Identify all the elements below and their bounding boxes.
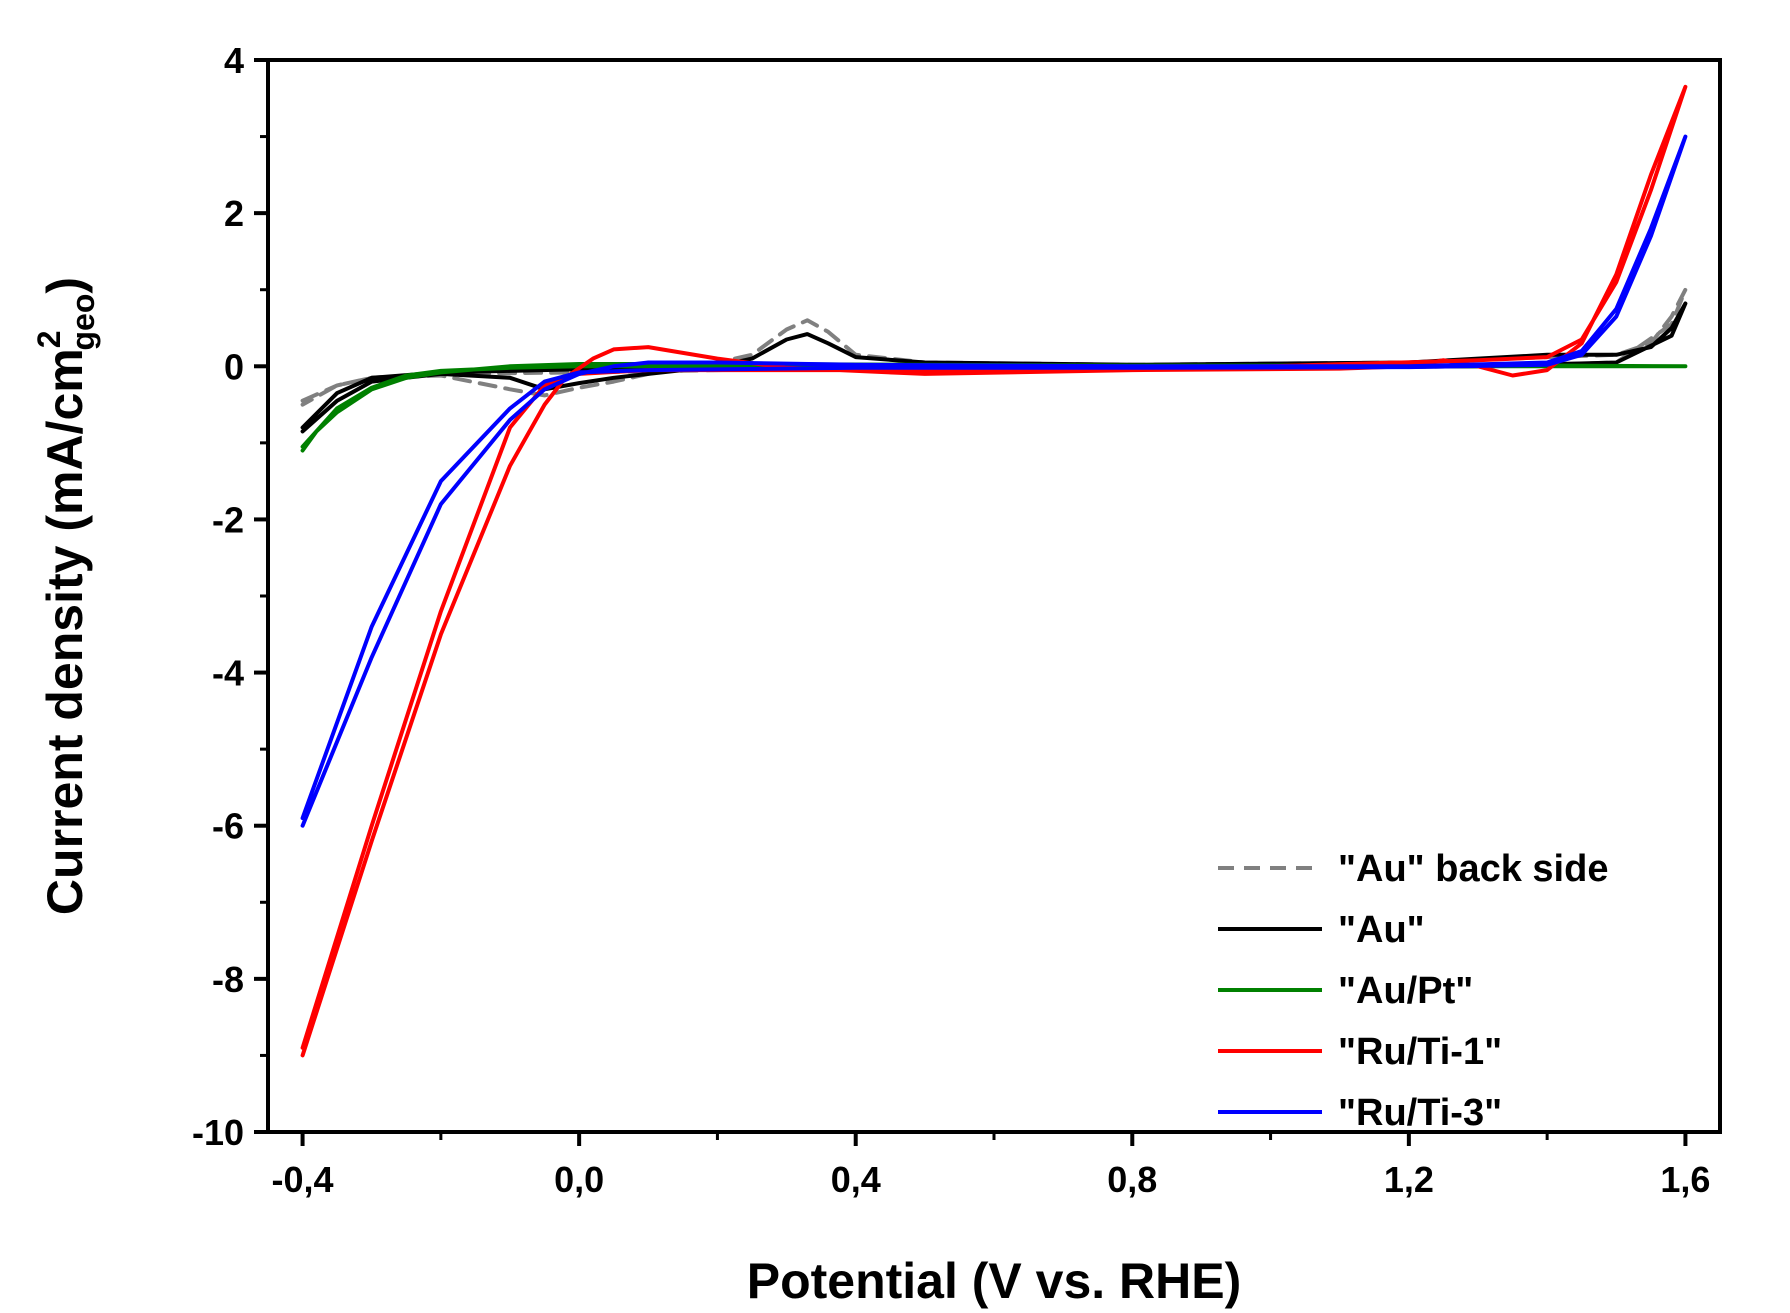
y-axis-title-main: Current density (mA/cm	[37, 348, 93, 915]
y-axis-title-close: )	[37, 277, 93, 294]
legend-label-2: "Au/Pt"	[1338, 970, 1473, 1012]
y-tick-label: -4	[212, 653, 244, 694]
y-axis-title-sub: geo	[65, 294, 101, 351]
x-axis: -0,4 0,0 0,4 0,8 1,2 1,6	[272, 1132, 1710, 1200]
x-tick-label: -0,4	[272, 1159, 334, 1200]
plot-area	[300, 84, 1688, 1058]
x-axis-title: Potential (V vs. RHE)	[747, 1253, 1242, 1309]
series-line-0	[300, 287, 1688, 407]
legend-label-4: "Ru/Ti-3"	[1338, 1092, 1502, 1134]
x-tick-label: 0,4	[831, 1159, 881, 1200]
y-tick-label: -8	[212, 959, 244, 1000]
y-axis-title: Current density (mA/cm2geo)	[31, 277, 101, 915]
legend-label-1: "Au"	[1338, 909, 1425, 951]
y-axis: -10 -8 -6 -4 -2 0 2 4	[192, 40, 268, 1153]
series-line-4	[300, 134, 1688, 828]
legend-label-3: "Ru/Ti-1"	[1338, 1031, 1502, 1073]
x-tick-label: 1,2	[1384, 1159, 1434, 1200]
x-tick-label: 0,8	[1107, 1159, 1157, 1200]
y-tick-label: 4	[224, 40, 244, 81]
x-tick-label: 0,0	[554, 1159, 604, 1200]
y-axis-title-sup: 2	[31, 330, 67, 348]
series-line-3	[300, 84, 1688, 1058]
legend: "Au" back side "Au" "Au/Pt" "Ru/Ti-1" "Ru/Ti…	[1218, 848, 1608, 1134]
svg-text:Current density (mA/cm2geo): Current density (mA/cm2geo)	[31, 277, 101, 915]
plot-frame	[266, 58, 1722, 1134]
y-tick-label: 0	[224, 346, 244, 387]
legend-label-0: "Au" back side	[1338, 848, 1608, 890]
x-tick-label: 1,6	[1660, 1159, 1710, 1200]
y-tick-label: -10	[192, 1112, 244, 1153]
y-tick-label: 2	[224, 193, 244, 234]
y-tick-label: -2	[212, 499, 244, 540]
y-tick-label: -6	[212, 806, 244, 847]
